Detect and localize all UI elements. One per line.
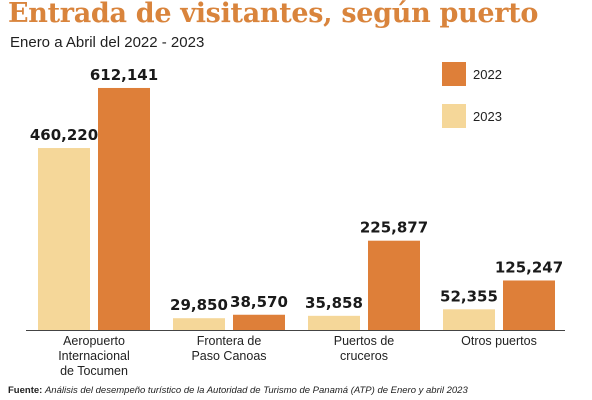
bar-2023-3 [443, 309, 495, 330]
chart-subtitle: Enero a Abril del 2022 - 2023 [10, 34, 205, 51]
bar-2022-3 [503, 280, 555, 330]
data-label-2022-3: 125,247 [495, 258, 563, 276]
bar-2023-0 [38, 148, 90, 330]
legend-swatch-2022 [442, 62, 466, 86]
data-label-2022-1: 38,570 [230, 293, 288, 311]
source-text: Análisis del desempeño turístico de la A… [44, 385, 468, 396]
category-label-0-0: Aeropuerto [63, 334, 125, 348]
source-label: Fuente: [8, 385, 43, 396]
source-note: Fuente: Análisis del desempeño turístico… [8, 385, 468, 396]
bar-2022-2 [368, 240, 420, 330]
category-label-3-0: Otros puertos [461, 334, 537, 348]
data-label-2023-3: 52,355 [440, 287, 498, 305]
category-label-2-1: cruceros [340, 349, 388, 363]
category-label-0-1: Internacional [58, 349, 130, 363]
data-label-2022-2: 225,877 [360, 219, 428, 237]
bar-2022-0 [98, 87, 150, 330]
category-label-1-1: Paso Canoas [191, 349, 266, 363]
data-label-2023-2: 35,858 [305, 294, 363, 312]
data-label-2023-1: 29,850 [170, 296, 228, 314]
category-label-2-0: Puertos de [334, 334, 395, 348]
category-label-1-0: Frontera de [197, 334, 262, 348]
data-label-2023-0: 460,220 [30, 126, 98, 144]
bar-2023-2 [308, 315, 360, 330]
bar-2022-1 [233, 314, 285, 330]
bar-2023-1 [173, 318, 225, 330]
chart-title: Entrada de visitantes, según puerto [8, 0, 539, 29]
category-label-0-2: de Tocumen [60, 364, 128, 378]
legend-label-2022: 2022 [473, 67, 502, 82]
legend-label-2023: 2023 [473, 109, 502, 124]
data-label-2022-0: 612,141 [90, 66, 158, 84]
legend-swatch-2023 [442, 104, 466, 128]
